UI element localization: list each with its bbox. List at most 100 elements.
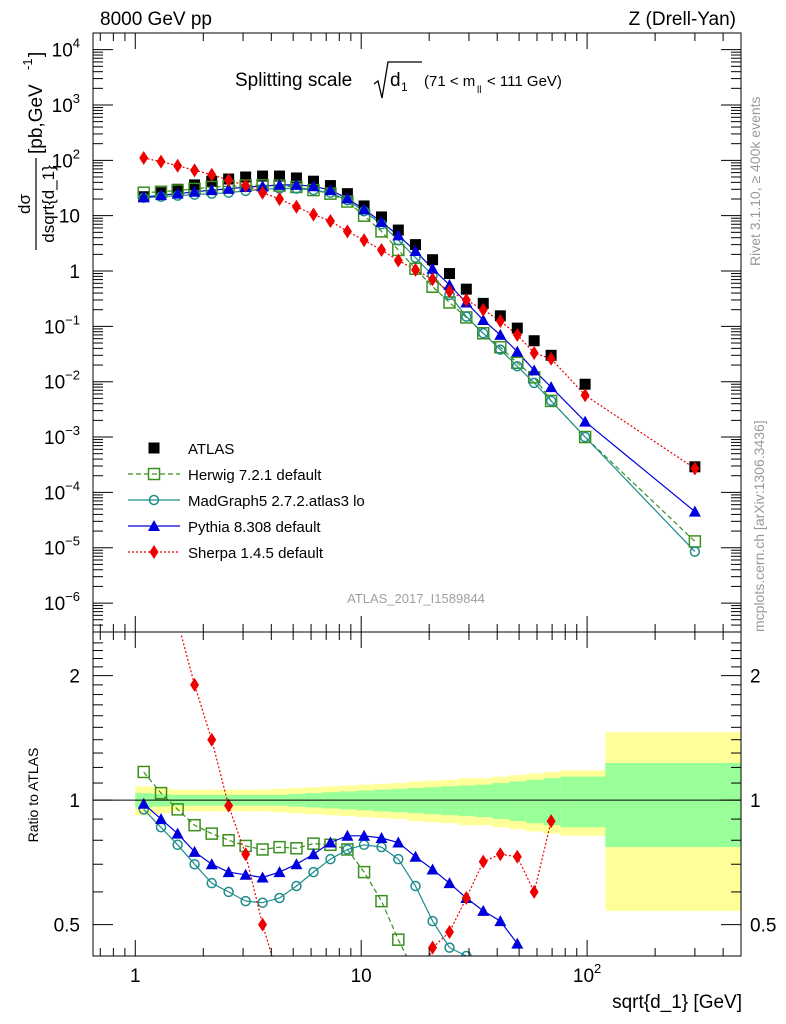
point-pythia — [375, 215, 388, 227]
point-pythia — [494, 328, 507, 340]
ratio-point-madgraph — [342, 844, 353, 855]
legend-label-madgraph: MadGraph5 2.7.2.atlas3 lo — [188, 493, 365, 510]
ratio-point-madgraph — [223, 886, 234, 898]
y-tick-label: 103 — [52, 91, 80, 117]
ratio-point-madgraph — [189, 858, 200, 870]
ylabel-unit-end: ] — [26, 52, 47, 57]
ratio-y-tick-label: 1 — [69, 791, 80, 812]
point-pythia — [392, 229, 405, 241]
ratio-point-madgraph — [206, 877, 217, 889]
ratio-uncertainty-bands — [135, 732, 741, 911]
ratio-point-pythia — [137, 797, 150, 809]
point-pythia — [579, 415, 592, 427]
ratio-point-pythia — [426, 863, 439, 875]
point-pythia — [511, 345, 524, 357]
ratio-point-madgraph — [325, 853, 336, 865]
ratio-point-pythia — [256, 871, 269, 883]
sqrt-sign — [373, 61, 422, 99]
ratio-point-pythia — [205, 858, 218, 870]
series-line-sherpa — [143, 157, 696, 469]
point-sherpa — [690, 461, 700, 476]
y-tick-label: 10−6 — [44, 589, 80, 615]
point-madgraph — [461, 311, 472, 322]
y-tick-label: 10 — [59, 207, 80, 228]
header-beam: 8000 GeV pp — [100, 9, 212, 30]
legend: ATLAS Herwig 7.2.1 default MadGraph5 2.7.2… — [128, 441, 365, 562]
point-herwig — [511, 356, 524, 370]
point-sherpa — [478, 302, 488, 317]
point-sherpa — [342, 224, 352, 239]
ratio-point-pythia — [409, 850, 422, 862]
y-tick-label: 102 — [52, 146, 80, 172]
mcplots-label: mcplots.cern.ch [arXiv:1306.3436] — [751, 420, 767, 632]
ratio-y-tick-label-right: 2 — [750, 667, 761, 688]
ratio-point-herwig — [290, 842, 303, 855]
x-tick-label: 10 — [351, 966, 372, 987]
point-sherpa — [461, 292, 471, 307]
point-sherpa — [359, 233, 369, 248]
y-tick-label: 10−1 — [44, 312, 80, 338]
point-pythia — [341, 192, 354, 204]
series-line-herwig — [143, 184, 696, 542]
point-madgraph — [495, 344, 506, 355]
legend-marker-madgraph — [148, 494, 160, 506]
point-herwig — [477, 327, 490, 340]
ratio-point-sherpa — [258, 917, 268, 932]
main-ylabel: dσ dsqrt{d_1} [pb,GeV -1 ] — [15, 52, 58, 250]
ratio-point-herwig — [154, 786, 168, 800]
point-sherpa — [139, 151, 149, 166]
ratio-point-pythia — [375, 832, 388, 844]
ratio-point-sherpa — [241, 847, 251, 862]
x-tick-label: 1 — [130, 966, 141, 987]
ratio-point-pythia — [290, 858, 303, 870]
point-atlas — [579, 378, 591, 390]
ratio-point-madgraph — [444, 942, 455, 953]
ratio-point-pythia — [188, 845, 201, 857]
ratio-point-madgraph — [172, 839, 183, 851]
point-pythia — [290, 178, 303, 190]
ratio-point-herwig — [357, 865, 371, 879]
ratio-point-sherpa — [495, 847, 505, 862]
ratio-point-sherpa — [529, 884, 539, 899]
point-sherpa — [190, 163, 200, 178]
ratio-point-madgraph — [427, 915, 438, 927]
point-pythia — [137, 191, 150, 203]
title-suffix2: < 111 GeV) — [487, 73, 562, 90]
ratio-line-sherpa-low — [180, 635, 273, 956]
ratio-point-pythia — [341, 829, 354, 841]
ratio-point-pythia — [324, 836, 337, 848]
plot-title: Splitting scale d 1 (71 < m ll < 111 GeV… — [235, 61, 562, 99]
point-atlas — [443, 268, 455, 280]
y-tick-label: 10−4 — [44, 478, 80, 504]
point-sherpa — [546, 351, 556, 366]
point-pythia — [545, 381, 558, 393]
band-inner — [441, 786, 459, 816]
point-atlas — [460, 283, 472, 295]
ratio-point-pythia — [155, 813, 168, 825]
main-frame — [92, 32, 742, 633]
band-inner — [458, 785, 476, 817]
point-sherpa — [325, 214, 335, 229]
title-sqrt-sub: 1 — [401, 80, 408, 94]
y-tick-label: 10−5 — [44, 534, 80, 560]
ratio-point-herwig — [410, 968, 421, 979]
ratio-point-pythia — [511, 937, 524, 949]
x-tick-label: 102 — [573, 961, 601, 987]
point-pythia — [409, 245, 422, 257]
point-atlas — [274, 170, 286, 182]
point-sherpa — [258, 185, 268, 200]
y-tick-label: 104 — [52, 36, 80, 62]
ratio-point-sherpa — [207, 732, 217, 747]
point-atlas — [528, 335, 540, 347]
ratio-y-tick-label-right: 0.5 — [750, 916, 776, 937]
main-series — [137, 151, 702, 557]
point-pythia — [426, 262, 439, 274]
point-atlas — [189, 179, 201, 191]
band-inner — [492, 783, 510, 820]
point-pythia — [273, 178, 286, 190]
point-sherpa — [428, 272, 438, 287]
ratio-point-madgraph — [461, 950, 472, 956]
point-sherpa — [495, 313, 505, 328]
ratio-point-sherpa — [190, 677, 200, 692]
y-tick-label: 10−3 — [44, 423, 80, 449]
